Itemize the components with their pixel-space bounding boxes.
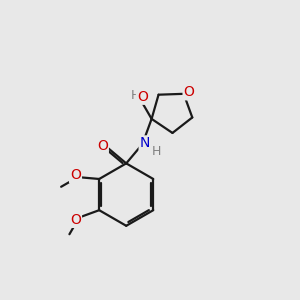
Text: N: N xyxy=(140,136,150,150)
Text: O: O xyxy=(137,90,148,104)
Text: O: O xyxy=(70,213,81,227)
Text: O: O xyxy=(97,139,108,153)
Text: H: H xyxy=(131,88,140,101)
Text: O: O xyxy=(184,85,194,99)
Text: O: O xyxy=(70,168,81,182)
Text: H: H xyxy=(152,145,161,158)
